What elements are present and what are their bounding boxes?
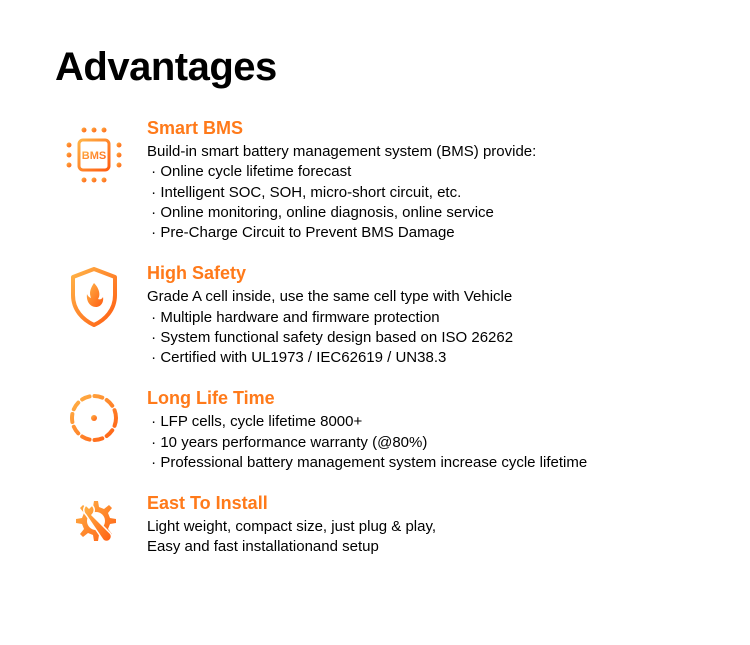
feature-title: Smart BMS xyxy=(147,118,695,139)
feature-high-safety: High Safety Grade A cell inside, use the… xyxy=(55,263,695,368)
feature-bullet: · Professional battery management system… xyxy=(147,453,695,473)
feature-easy-install: East To Install Light weight, compact si… xyxy=(55,493,695,558)
page-title: Advantages xyxy=(55,45,695,90)
feature-title: High Safety xyxy=(147,263,695,284)
gear-wrench-icon xyxy=(55,493,133,551)
bms-chip-icon: BMS xyxy=(55,118,133,190)
feature-bullet: · Certified with UL1973 / IEC62619 / UN3… xyxy=(147,348,695,368)
feature-bullet: · Online cycle lifetime forecast xyxy=(147,162,695,182)
feature-smart-bms: BMS Smart BMS Build-in smart battery man… xyxy=(55,118,695,243)
feature-desc: Build-in smart battery management system… xyxy=(147,142,695,162)
feature-title: Long Life Time xyxy=(147,388,695,409)
feature-title: East To Install xyxy=(147,493,695,514)
feature-bullet: · LFP cells, cycle lifetime 8000+ xyxy=(147,412,695,432)
feature-bullet: · Intelligent SOC, SOH, micro-short circ… xyxy=(147,183,695,203)
feature-desc: Grade A cell inside, use the same cell t… xyxy=(147,287,695,307)
feature-long-life: Long Life Time · LFP cells, cycle lifeti… xyxy=(55,388,695,473)
feature-bullet: · 10 years performance warranty (@80%) xyxy=(147,433,695,453)
bms-chip-label: BMS xyxy=(82,150,106,162)
shield-flame-icon xyxy=(55,263,133,329)
clock-icon xyxy=(55,388,133,446)
feature-bullet: · System functional safety design based … xyxy=(147,328,695,348)
feature-desc: Light weight, compact size, just plug & … xyxy=(147,517,695,558)
feature-bullet: · Online monitoring, online diagnosis, o… xyxy=(147,203,695,223)
feature-bullet: · Pre-Charge Circuit to Prevent BMS Dama… xyxy=(147,223,695,243)
feature-bullet: · Multiple hardware and firmware protect… xyxy=(147,308,695,328)
